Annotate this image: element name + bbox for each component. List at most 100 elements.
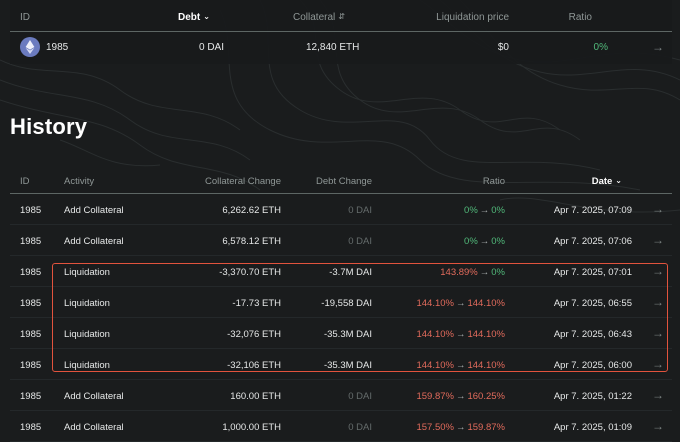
row-id: 1985 [20, 360, 42, 371]
ratio-to: 0% [491, 205, 505, 216]
arrow-right-icon[interactable]: → [652, 326, 664, 340]
row-debt-change: -35.3M DAI [323, 360, 372, 371]
row-ratio: 159.87% → 160.25% [416, 391, 505, 402]
history-table: ID Activity Collateral Change Debt Chang… [10, 166, 672, 442]
row-date: Apr 7. 2025, 06:43 [553, 329, 632, 340]
history-header-date[interactable]: Date ⌄ [591, 176, 622, 187]
ratio-from: 144.10% [416, 298, 454, 309]
arrow-right-icon[interactable]: → [652, 419, 664, 433]
row-activity: Add Collateral [64, 422, 124, 433]
row-date: Apr 7. 2025, 07:09 [553, 205, 632, 216]
table-row[interactable]: 1985 Add Collateral 160.00 ETH 0 DAI 159.87%… [10, 380, 672, 411]
vault-debt: 0 DAI [198, 42, 224, 53]
row-id: 1985 [20, 205, 42, 216]
vault-collateral: 12,840 ETH [306, 42, 360, 53]
row-debt-change: 0 DAI [348, 422, 372, 433]
row-debt-change: 0 DAI [348, 205, 372, 216]
history-table-body: 1985 Add Collateral 6,262.62 ETH 0 DAI 0% → 0%… [10, 194, 672, 442]
history-header-activity: Activity [64, 176, 95, 187]
arrow-right-icon: → [479, 205, 490, 216]
history-header-collateral-change: Collateral Change [204, 176, 281, 187]
vault-ratio: 0% [593, 42, 608, 53]
ratio-to: 144.10% [467, 329, 505, 340]
arrow-right-icon[interactable]: → [652, 40, 664, 54]
row-id: 1985 [20, 267, 42, 278]
row-id: 1985 [20, 422, 42, 433]
table-row[interactable]: 1985 Add Collateral 6,578.12 ETH 0 DAI 0% → 0%… [10, 225, 672, 256]
row-date: Apr 7. 2025, 07:06 [553, 236, 632, 247]
ratio-to: 0% [491, 267, 505, 278]
history-table-header: ID Activity Collateral Change Debt Chang… [10, 166, 672, 194]
row-ratio: 0% → 0% [464, 236, 505, 247]
arrow-right-icon[interactable]: → [652, 264, 664, 278]
ratio-from: 157.50% [416, 422, 454, 433]
arrow-right-icon[interactable]: → [652, 233, 664, 247]
table-row[interactable]: 1985 Liquidation -32,076 ETH -35.3M DAI 144.… [10, 318, 672, 349]
vault-id: 1985 [46, 42, 69, 53]
row-debt-change: 0 DAI [348, 391, 372, 402]
row-id: 1985 [20, 329, 42, 340]
row-collateral-change: -32,106 ETH [227, 360, 281, 371]
vault-liquidation-price: $0 [497, 42, 509, 53]
chevron-down-icon: ⌄ [615, 176, 622, 185]
ratio-to: 159.87% [467, 422, 505, 433]
row-ratio: 144.10% → 144.10% [416, 360, 505, 371]
row-activity: Liquidation [64, 267, 110, 278]
row-collateral-change: 6,262.62 ETH [222, 205, 281, 216]
row-ratio: 144.10% → 144.10% [416, 298, 505, 309]
sort-icon: ⇵ [338, 12, 345, 21]
row-debt-change: -19,558 DAI [321, 298, 372, 309]
row-date: Apr 7. 2025, 01:22 [553, 391, 632, 402]
ratio-from: 0% [464, 236, 478, 247]
row-ratio: 144.10% → 144.10% [416, 329, 505, 340]
arrow-right-icon[interactable]: → [652, 202, 664, 216]
row-activity: Liquidation [64, 360, 110, 371]
arrow-right-icon: → [479, 267, 490, 278]
ratio-to: 0% [491, 236, 505, 247]
arrow-right-icon: → [455, 391, 466, 402]
history-header-debt-change: Debt Change [316, 176, 372, 187]
history-header-ratio: Ratio [482, 176, 505, 187]
table-row[interactable]: 1985 Add Collateral 1,000.00 ETH 0 DAI 157.5… [10, 411, 672, 442]
vault-header-liquidation-price[interactable]: Liquidation price [436, 12, 509, 23]
table-row[interactable]: 1985 Liquidation -17.73 ETH -19,558 DAI 144.… [10, 287, 672, 318]
arrow-right-icon: → [455, 329, 466, 340]
row-date: Apr 7. 2025, 07:01 [553, 267, 632, 278]
row-ratio: 157.50% → 159.87% [416, 422, 505, 433]
ethereum-icon [20, 37, 40, 57]
row-ratio: 0% → 0% [464, 205, 505, 216]
row-activity: Liquidation [64, 298, 110, 309]
arrow-right-icon[interactable]: → [652, 388, 664, 402]
row-collateral-change: 6,578.12 ETH [222, 236, 281, 247]
history-title: History [10, 114, 88, 139]
vault-header-ratio[interactable]: Ratio [568, 12, 592, 23]
row-activity: Liquidation [64, 329, 110, 340]
row-activity: Add Collateral [64, 391, 124, 402]
chevron-down-icon: ⌄ [203, 12, 210, 21]
table-row[interactable]: 1985 Add Collateral 6,262.62 ETH 0 DAI 0% → 0%… [10, 194, 672, 225]
vault-summary: ID Debt ⌄ Collateral ⇵ Liquidation price R… [10, 0, 672, 64]
arrow-right-icon[interactable]: → [652, 357, 664, 371]
row-id: 1985 [20, 391, 42, 402]
row-collateral-change: 160.00 ETH [230, 391, 281, 402]
row-id: 1985 [20, 236, 42, 247]
ratio-from: 0% [464, 205, 478, 216]
ratio-from: 144.10% [416, 360, 454, 371]
row-ratio: 143.89% → 0% [440, 267, 505, 278]
row-date: Apr 7. 2025, 06:55 [553, 298, 632, 309]
row-collateral-change: -32,076 ETH [227, 329, 281, 340]
table-row[interactable]: 1985 Liquidation -32,106 ETH -35.3M DAI 144.… [10, 349, 672, 380]
ratio-to: 144.10% [467, 298, 505, 309]
vault-header-debt[interactable]: Debt ⌄ [178, 12, 210, 23]
ratio-from: 144.10% [416, 329, 454, 340]
vault-header-collateral[interactable]: Collateral ⇵ [293, 12, 345, 23]
row-activity: Add Collateral [64, 236, 124, 247]
row-collateral-change: 1,000.00 ETH [222, 422, 281, 433]
arrow-right-icon: → [455, 360, 466, 371]
ratio-from: 143.89% [440, 267, 478, 278]
vault-row[interactable]: 1985 0 DAI 12,840 ETH $0 0% → [10, 32, 672, 62]
arrow-right-icon[interactable]: → [652, 295, 664, 309]
table-row[interactable]: 1985 Liquidation -3,370.70 ETH -3.7M DAI 143… [10, 256, 672, 287]
arrow-right-icon: → [479, 236, 490, 247]
arrow-right-icon: → [455, 298, 466, 309]
